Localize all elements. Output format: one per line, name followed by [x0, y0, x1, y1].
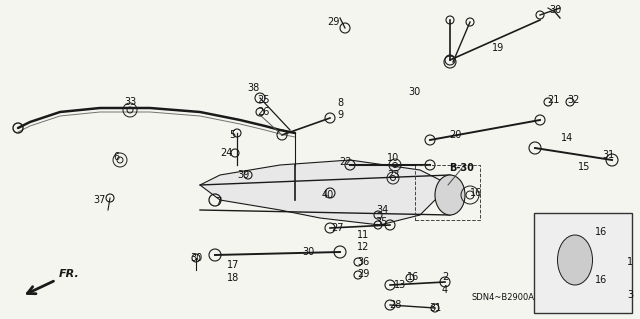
Text: 4: 4 — [442, 285, 448, 295]
Text: 20: 20 — [449, 130, 461, 140]
Text: B-30: B-30 — [449, 163, 474, 173]
Text: 27: 27 — [332, 223, 344, 233]
Text: 16: 16 — [407, 272, 419, 282]
Text: 31: 31 — [429, 303, 441, 313]
Text: 36: 36 — [357, 257, 369, 267]
Bar — [415, 165, 480, 220]
Ellipse shape — [557, 235, 593, 285]
Text: 10: 10 — [387, 153, 399, 163]
Text: 29: 29 — [327, 17, 339, 27]
Text: 35: 35 — [376, 217, 388, 227]
Text: 33: 33 — [124, 97, 136, 107]
Text: 34: 34 — [376, 205, 388, 215]
Text: 8: 8 — [337, 98, 343, 108]
Text: 26: 26 — [257, 107, 269, 117]
Text: FR.: FR. — [59, 269, 80, 279]
Text: 5: 5 — [229, 130, 235, 140]
Text: 16: 16 — [595, 227, 607, 237]
Text: 15: 15 — [578, 162, 590, 172]
Text: 30: 30 — [190, 253, 202, 263]
Text: 32: 32 — [568, 95, 580, 105]
Text: 11: 11 — [357, 230, 369, 240]
Text: 31: 31 — [602, 150, 614, 160]
Text: 17: 17 — [227, 260, 239, 270]
Text: 30: 30 — [408, 87, 420, 97]
Text: 6: 6 — [113, 152, 119, 162]
Text: 19: 19 — [492, 43, 504, 53]
Text: 12: 12 — [357, 242, 369, 252]
Text: SDN4~B2900A: SDN4~B2900A — [472, 293, 534, 302]
Text: 21: 21 — [547, 95, 559, 105]
Text: 18: 18 — [227, 273, 239, 283]
Text: 22: 22 — [340, 157, 352, 167]
Text: 7: 7 — [215, 197, 221, 207]
Text: 3: 3 — [627, 290, 633, 300]
Text: 40: 40 — [322, 190, 334, 200]
Text: 29: 29 — [357, 269, 369, 279]
Text: 2: 2 — [442, 272, 448, 282]
Text: 30: 30 — [302, 247, 314, 257]
Text: 24: 24 — [220, 148, 232, 158]
Text: 38: 38 — [247, 83, 259, 93]
Text: 13: 13 — [394, 280, 406, 290]
Polygon shape — [200, 160, 450, 225]
Text: 30: 30 — [549, 5, 561, 15]
Text: 16: 16 — [595, 275, 607, 285]
Text: 16: 16 — [470, 188, 482, 198]
Text: 1: 1 — [627, 257, 633, 267]
Text: 9: 9 — [337, 110, 343, 120]
Text: 37: 37 — [94, 195, 106, 205]
Bar — [534, 213, 632, 313]
Text: 28: 28 — [389, 300, 401, 310]
Ellipse shape — [435, 175, 465, 215]
Text: 25: 25 — [257, 95, 269, 105]
Text: 39: 39 — [237, 170, 249, 180]
Text: 14: 14 — [561, 133, 573, 143]
Text: 23: 23 — [387, 170, 399, 180]
